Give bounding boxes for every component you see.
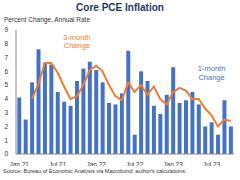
svg-text:4: 4 <box>8 95 9 102</box>
svg-text:3: 3 <box>8 109 9 116</box>
svg-text:Jul 21: Jul 21 <box>49 161 67 166</box>
svg-text:1-monthChange: 1-monthChange <box>198 64 226 82</box>
svg-text:0: 0 <box>8 150 9 157</box>
svg-text:1: 1 <box>8 137 9 144</box>
svg-text:8: 8 <box>8 40 9 47</box>
svg-text:Jan 21: Jan 21 <box>9 161 29 166</box>
svg-text:5: 5 <box>8 81 9 88</box>
svg-text:2: 2 <box>8 123 9 130</box>
svg-text:Jan 23: Jan 23 <box>163 161 183 166</box>
svg-text:Jan 22: Jan 22 <box>86 161 106 166</box>
html-text:Core PCE Inflation: Core PCE Inflation <box>76 2 164 13</box>
html-text:Percent Change, Annual Rate: Percent Change, Annual Rate <box>4 16 90 23</box>
html-text:Source: Bureau of Economic Ana: Source: Bureau of Economic Analysis via … <box>3 168 187 174</box>
svg-text:Jul 22: Jul 22 <box>126 161 144 166</box>
svg-text:9: 9 <box>8 26 9 33</box>
svg-text:Jul 23: Jul 23 <box>203 161 221 166</box>
svg-text:6: 6 <box>8 68 9 75</box>
svg-text:7: 7 <box>8 54 9 61</box>
svg-text:3-monthChange: 3-monthChange <box>63 33 91 51</box>
